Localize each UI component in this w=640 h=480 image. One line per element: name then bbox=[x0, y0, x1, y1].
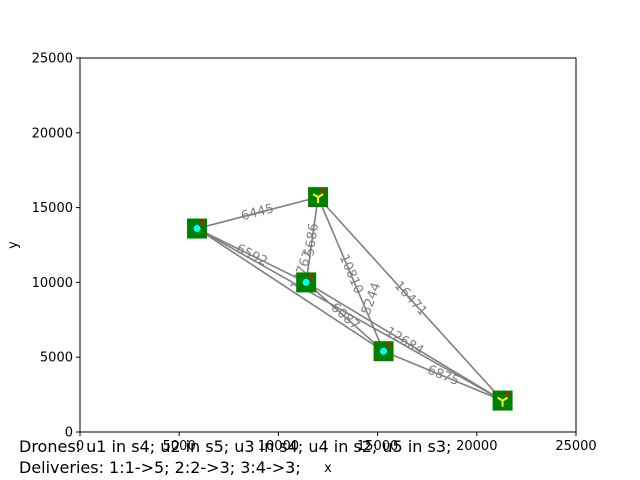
deliveries-caption: Deliveries: 1:1->5; 2:2->3; 3:4->3; bbox=[19, 458, 301, 477]
y-tick-label: 15000 bbox=[32, 201, 73, 216]
x-axis-label: x bbox=[324, 461, 332, 476]
drones-caption: Drones: u1 in s4; u2 in s5; u3 in s4; u4… bbox=[19, 437, 452, 456]
y-axis-ticks: 0 5000 10000 15000 20000 25000 bbox=[32, 52, 80, 441]
x-axis-ticks: 0 5000 10000 15000 20000 25000 bbox=[76, 432, 597, 454]
y-tick-label: 10000 bbox=[32, 276, 73, 291]
edge-s3-s5 bbox=[383, 350, 503, 402]
station-dot bbox=[380, 347, 388, 355]
station-s1 bbox=[187, 218, 208, 239]
drone-icon bbox=[312, 193, 324, 204]
x-tick-label: 15000 bbox=[357, 439, 398, 454]
edge-s1-s4 bbox=[196, 196, 319, 230]
x-tick-label: 25000 bbox=[555, 439, 596, 454]
edge-label: 10810 bbox=[336, 252, 366, 296]
x-tick-label: 0 bbox=[76, 439, 84, 454]
edge-s1-s5 bbox=[196, 227, 503, 402]
station-s2 bbox=[296, 272, 317, 293]
y-tick-label: 20000 bbox=[32, 126, 73, 141]
edge-s2-s5 bbox=[305, 281, 504, 402]
edge-s1-s2 bbox=[196, 227, 307, 284]
edge-s4-s3 bbox=[317, 196, 385, 352]
x-tick-label: 20000 bbox=[456, 439, 497, 454]
edge-s4-s5 bbox=[317, 196, 504, 402]
stations-layer bbox=[187, 187, 513, 411]
plot-frame bbox=[79, 57, 577, 433]
drone-icon bbox=[497, 396, 509, 407]
edge-s2-s3 bbox=[305, 281, 385, 352]
edge-label: 6445 bbox=[240, 201, 276, 224]
edges-layer bbox=[196, 196, 504, 402]
y-tick-label: 0 bbox=[65, 426, 73, 441]
y-tick-label: 5000 bbox=[40, 351, 73, 366]
station-s5 bbox=[492, 390, 513, 411]
edge-label: 16471 bbox=[391, 278, 430, 319]
station-dot bbox=[193, 225, 201, 233]
y-tick-label: 25000 bbox=[32, 52, 73, 67]
station-s4 bbox=[308, 187, 329, 208]
station-dot bbox=[302, 278, 310, 286]
x-tick-label: 5000 bbox=[163, 439, 196, 454]
y-axis-label: y bbox=[6, 241, 21, 249]
edge-s4-s2 bbox=[305, 197, 319, 283]
station-s3 bbox=[373, 341, 394, 362]
edge-label: 5686 bbox=[302, 222, 321, 257]
x-tick-label: 10000 bbox=[258, 439, 299, 454]
edge-s1-s3 bbox=[196, 227, 384, 352]
